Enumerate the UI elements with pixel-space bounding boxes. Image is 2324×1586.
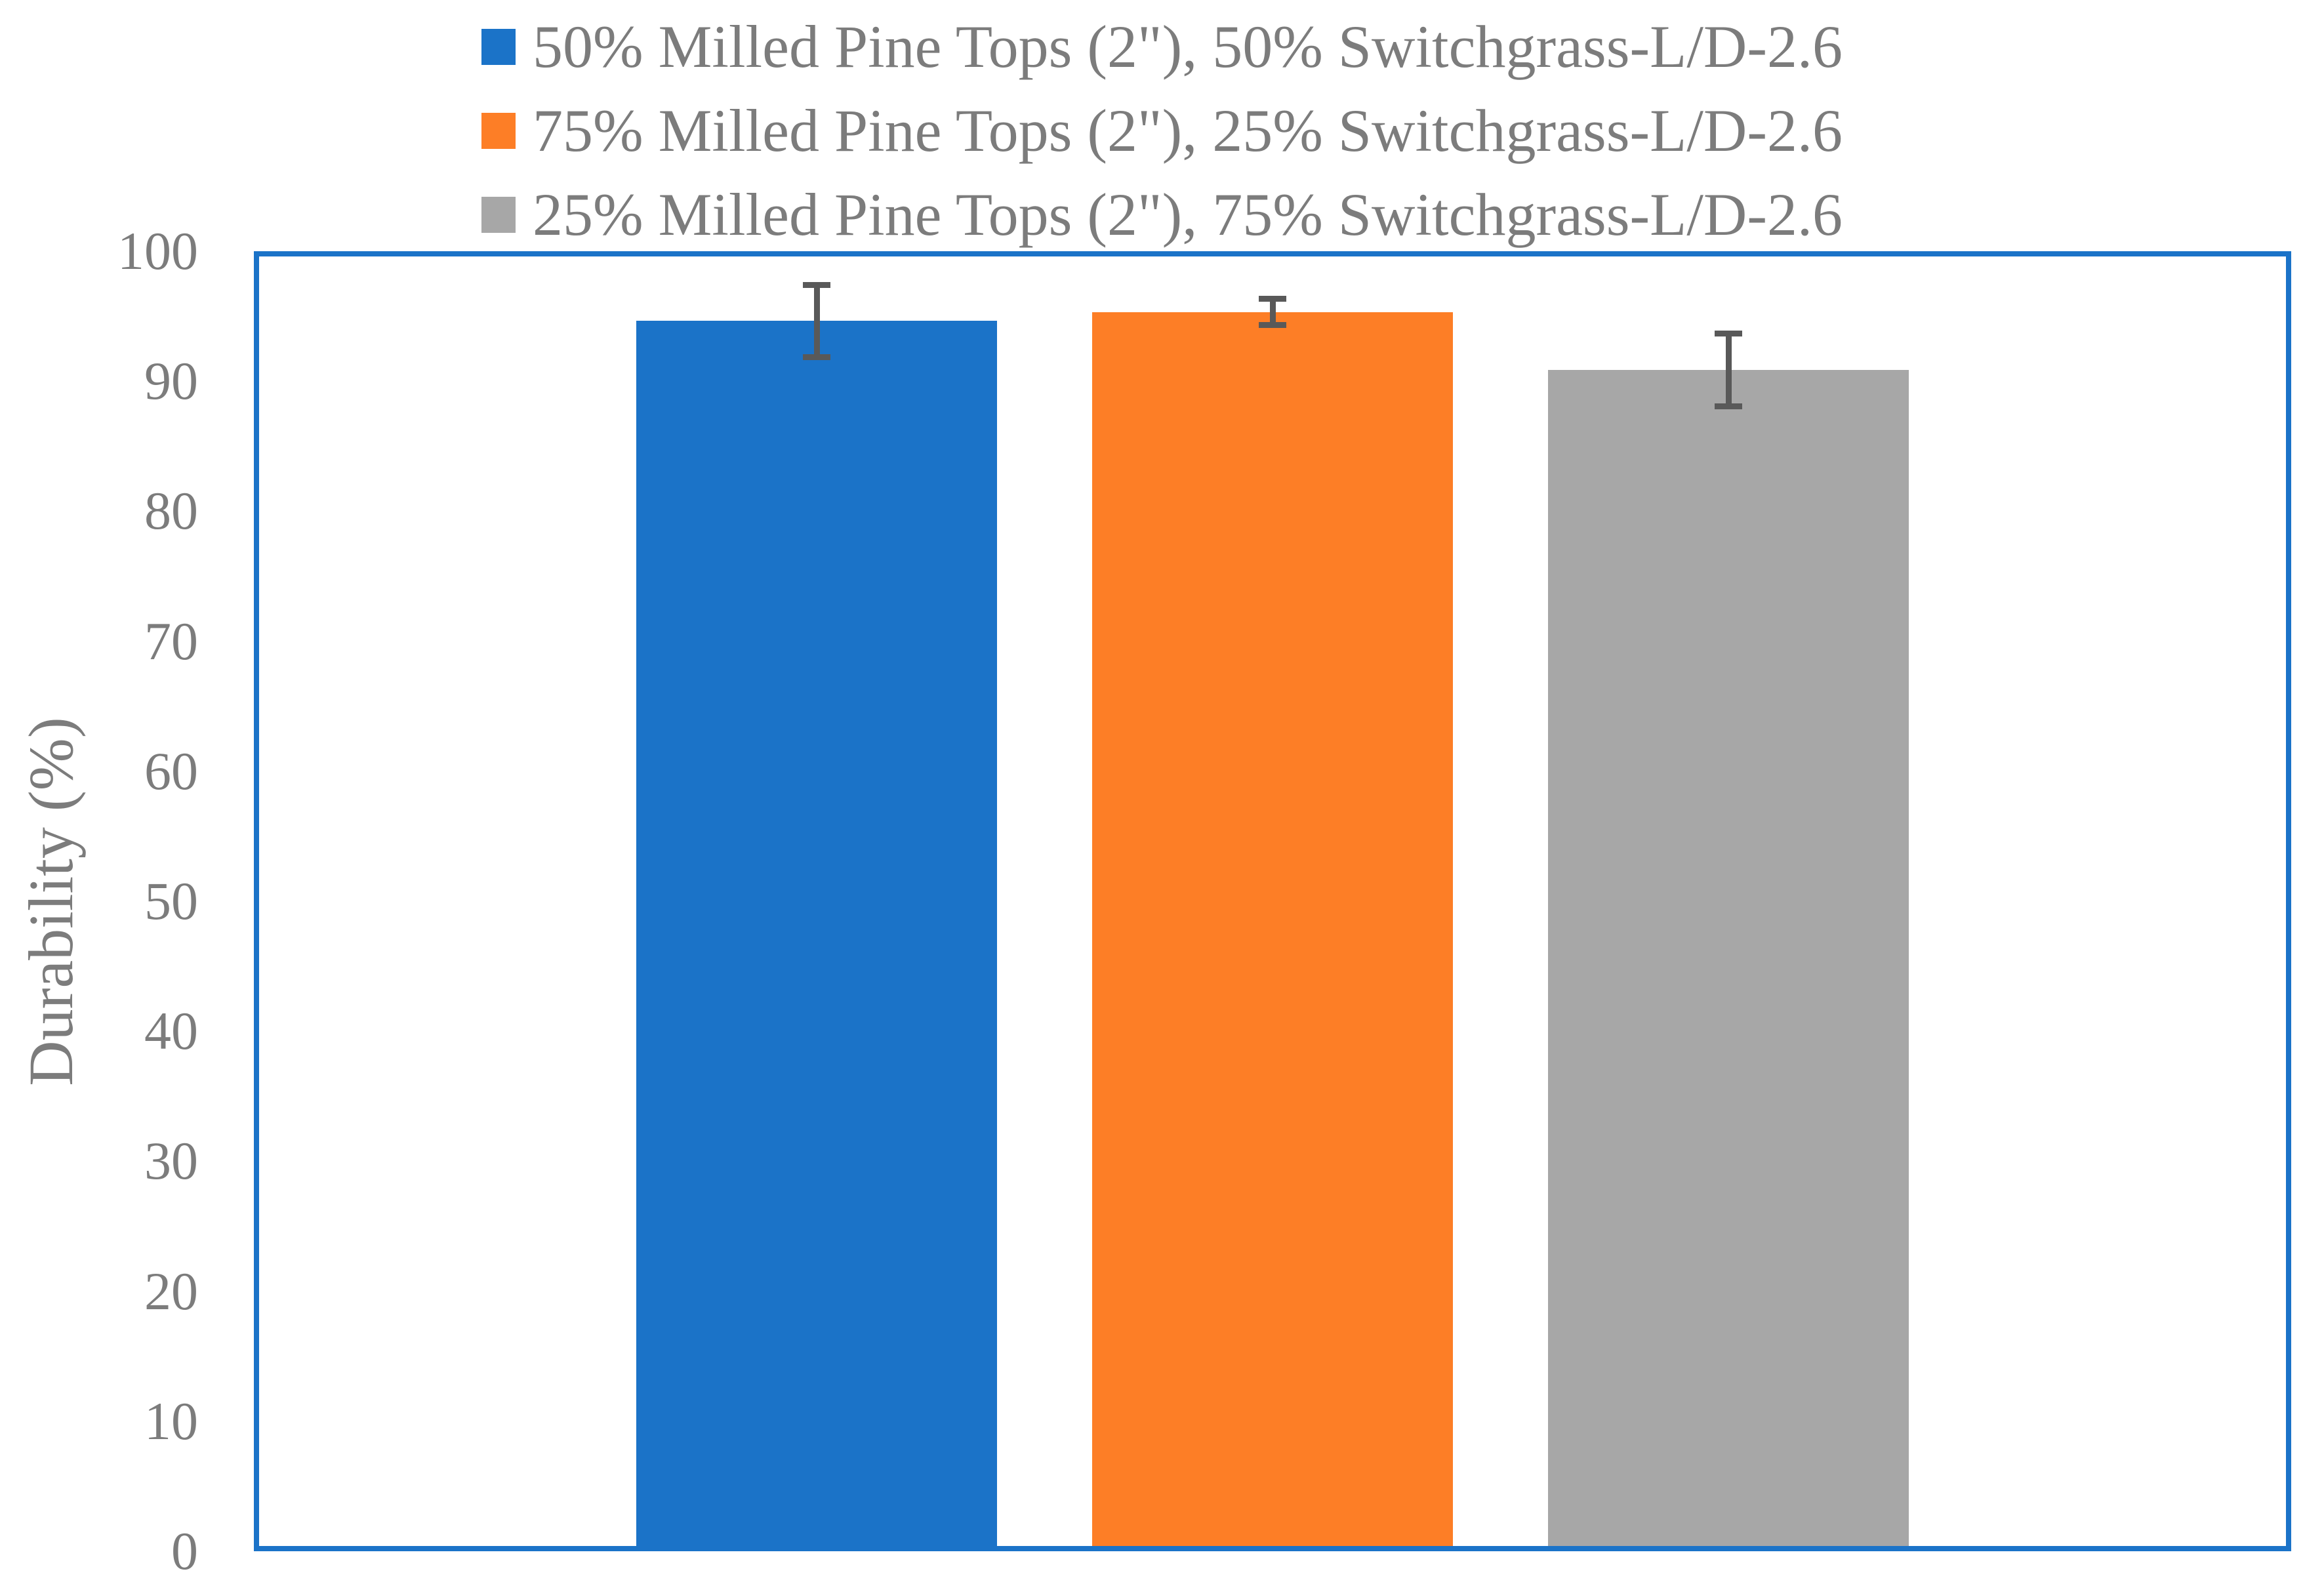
y-tick-label-80: 80: [144, 481, 198, 541]
y-axis-tick-labels: 0 10 20 30 40 50 60 70 80 90 100: [0, 224, 198, 1578]
legend-color-swatch-gray-icon: [481, 196, 516, 233]
error-bar-line-series-2: [1269, 298, 1276, 325]
legend-item-series-1: 50% Milled Pine Tops (2"), 50% Switchgra…: [481, 8, 1843, 85]
y-tick-label-0: 0: [171, 1521, 198, 1581]
bar-series-3: [1548, 370, 1909, 1546]
y-tick-label-10: 10: [144, 1391, 198, 1451]
error-bar-cap-top-series-2: [1259, 296, 1286, 302]
error-bar-cap-top-series-1: [803, 281, 830, 288]
bars-group: [259, 256, 2286, 1546]
y-tick-label-60: 60: [144, 741, 198, 801]
bar-series-2: [1092, 312, 1453, 1546]
y-tick-label-70: 70: [144, 611, 198, 671]
y-tick-label-100: 100: [117, 221, 198, 281]
legend-label-series-2: 75% Milled Pine Tops (2"), 25% Switchgra…: [532, 97, 1843, 164]
legend-label-series-3: 25% Milled Pine Tops (2"), 75% Switchgra…: [532, 181, 1843, 248]
error-bar-cap-bottom-series-2: [1259, 321, 1286, 328]
y-tick-label-50: 50: [144, 871, 198, 931]
y-tick-label-30: 30: [144, 1131, 198, 1191]
y-tick-label-20: 20: [144, 1261, 198, 1321]
bar-slot-series-1: [636, 256, 997, 1546]
chart-legend: 50% Milled Pine Tops (2"), 50% Switchgra…: [0, 8, 2324, 253]
legend-item-series-3: 25% Milled Pine Tops (2"), 75% Switchgra…: [481, 176, 1843, 253]
plot-area: [254, 251, 2291, 1551]
error-bar-cap-bottom-series-1: [803, 354, 830, 360]
legend-label-series-1: 50% Milled Pine Tops (2"), 50% Switchgra…: [532, 13, 1843, 80]
y-tick-label-90: 90: [144, 351, 198, 411]
error-bar-cap-top-series-3: [1715, 331, 1742, 337]
bar-slot-series-2: [1092, 256, 1453, 1546]
error-bar-line-series-3: [1725, 333, 1732, 407]
legend-color-swatch-blue-icon: [481, 28, 516, 65]
y-tick-label-40: 40: [144, 1001, 198, 1061]
bar-slot-series-3: [1548, 256, 1909, 1546]
error-bar-cap-bottom-series-3: [1715, 403, 1742, 409]
legend-color-swatch-orange-icon: [481, 112, 516, 149]
bar-series-1: [636, 321, 997, 1546]
error-bar-line-series-1: [813, 285, 820, 357]
legend-item-series-2: 75% Milled Pine Tops (2"), 25% Switchgra…: [481, 92, 1843, 169]
